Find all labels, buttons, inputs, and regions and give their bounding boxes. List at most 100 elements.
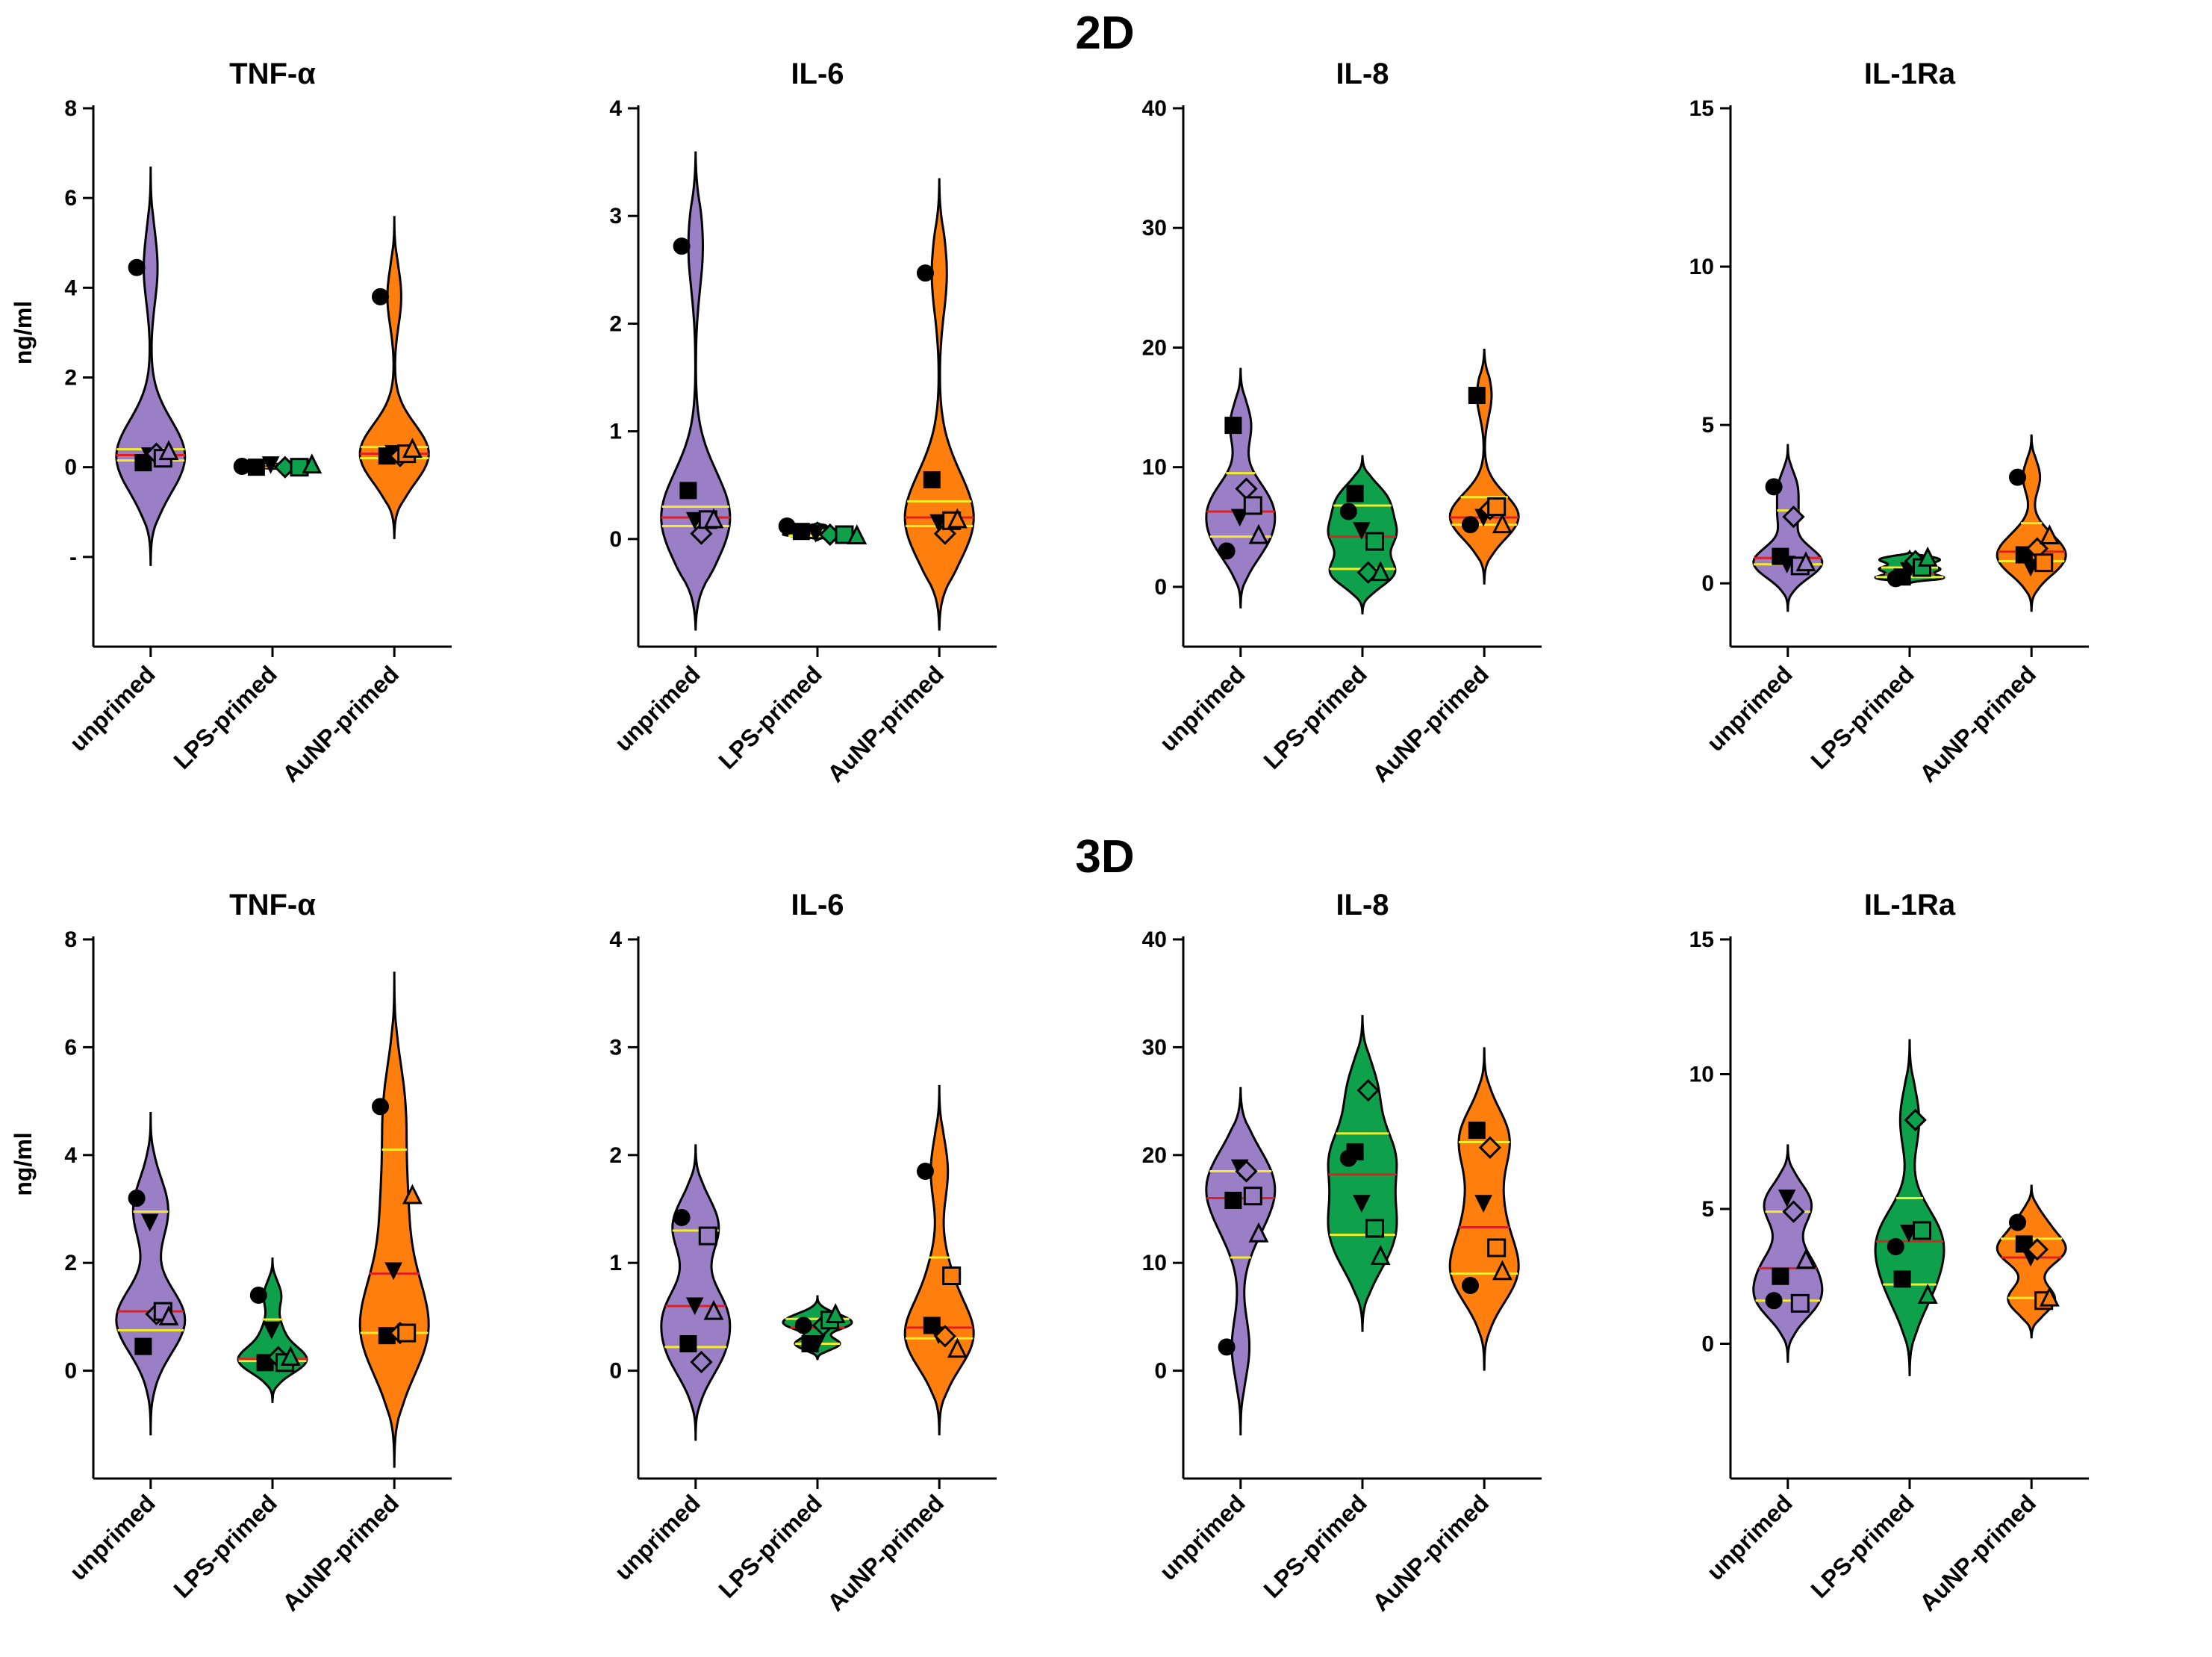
x-tick-label-aunp-primed: AuNP-primed [1914, 1489, 2041, 1616]
x-tick-label-unprimed: unprimed [1701, 660, 1798, 756]
panel-title: IL-8 [1336, 57, 1389, 90]
panel-title: IL-1Ra [1864, 889, 1956, 921]
data-point-triangle-open [1492, 1260, 1512, 1281]
violin-body-aunp-primed [903, 1084, 975, 1436]
section-title-3d: 3D [1075, 831, 1134, 883]
data-point-circle-filled [1765, 478, 1783, 496]
violin-lps-primed [233, 453, 323, 479]
y-tick-label: 8 [64, 927, 77, 952]
data-point-circle-filled [1218, 1338, 1236, 1356]
data-point-triangle-open [703, 1299, 724, 1320]
y-tick-label: 6 [64, 186, 77, 211]
violin-body-aunp-primed [358, 971, 430, 1468]
violin-lps-primed [1874, 546, 1945, 588]
data-point-square-filled [679, 482, 697, 500]
data-point-triangle-open [2039, 1286, 2060, 1307]
y-tick-label: 40 [1142, 96, 1167, 121]
data-point-square-open [1243, 1187, 1262, 1206]
data-point-square-open [1487, 1238, 1507, 1257]
violin-aunp-primed [1996, 1184, 2067, 1339]
x-tick-label-unprimed: unprimed [609, 1489, 705, 1585]
data-point-triangle-open [1795, 551, 1816, 572]
data-point-triangle-open [947, 1337, 968, 1358]
x-tick-label-lps-primed: LPS-primed [169, 660, 282, 774]
y-tick-label: 0 [1701, 571, 1714, 596]
y-tick-label: 4 [64, 1143, 77, 1168]
data-point-square-open [1487, 497, 1507, 517]
data-point-diamond-open [1235, 1160, 1258, 1183]
data-point-circle-filled [794, 1316, 812, 1334]
data-point-triangle-open [402, 438, 423, 458]
data-point-square-open [942, 1266, 962, 1286]
data-point-square-open [698, 1226, 717, 1246]
y-tick-label: 2 [64, 366, 77, 391]
data-point-triangle-open [402, 1184, 423, 1204]
violin-lps-primed [782, 1295, 853, 1361]
data-point-circle-filled [917, 1162, 934, 1180]
violin-lps-primed [1874, 1039, 1945, 1376]
data-point-triangle-open [302, 453, 323, 474]
data-point-triangle-open [158, 1305, 179, 1325]
y-tick-label: 0 [609, 1359, 622, 1384]
y-tick-label: - [69, 545, 77, 570]
violin-body-aunp-primed [1448, 348, 1520, 585]
data-point-triangle-open [825, 1303, 846, 1324]
y-tick-label: 10 [1689, 1063, 1714, 1087]
data-point-square-open [2034, 553, 2054, 573]
y-tick-label: 8 [64, 96, 77, 121]
x-tick-label-aunp-primed: AuNP-primed [1367, 660, 1494, 787]
x-tick-label-unprimed: unprimed [1154, 1489, 1250, 1585]
data-point-diamond-open [1904, 1108, 1927, 1131]
panel-3d-il-1ra: IL-1Ra 0 5 10 15 unprimed LPS-primedAuNP-prime… [1689, 889, 2089, 1617]
data-point-circle-filled [1765, 1292, 1783, 1310]
data-point-triangle-open [280, 1346, 301, 1367]
y-tick-label: 4 [609, 96, 622, 121]
y-tick-label: 20 [1142, 1143, 1167, 1168]
x-tick-label-aunp-primed: AuNP-primed [1914, 660, 2041, 787]
y-tick-label: 15 [1689, 96, 1714, 121]
data-point-square-filled [134, 1337, 152, 1355]
data-point-square-filled [1224, 1191, 1242, 1209]
data-point-diamond-open [1356, 1079, 1380, 1102]
x-tick-label-lps-primed: LPS-primed [1259, 660, 1372, 774]
violin-body-unprimed [1752, 1144, 1824, 1363]
data-point-circle-filled [778, 517, 796, 535]
data-point-triangle-down-filled [806, 525, 825, 543]
data-point-triangle-open [2039, 524, 2060, 545]
violin-unprimed [1205, 367, 1277, 609]
data-point-triangle-open [1917, 1284, 1938, 1305]
y-tick-label: 15 [1689, 927, 1714, 952]
x-tick-label-lps-primed: LPS-primed [1259, 1489, 1372, 1602]
violin-aunp-primed [1996, 434, 2067, 612]
x-tick-label-unprimed: unprimed [609, 660, 705, 756]
x-tick-label-lps-primed: LPS-primed [714, 660, 827, 774]
data-point-square-filled [247, 458, 265, 476]
data-point-circle-filled [249, 1287, 267, 1305]
violin-aunp-primed [903, 1084, 975, 1436]
data-point-circle-filled [1462, 1277, 1479, 1295]
y-tick-label: 0 [1154, 1359, 1167, 1384]
y-tick-label: 30 [1142, 1035, 1167, 1060]
data-point-triangle-open [1492, 513, 1512, 534]
panel-title: IL-6 [791, 57, 844, 90]
data-point-circle-filled [128, 1190, 146, 1207]
violin-aunp-primed [1448, 348, 1520, 585]
data-point-diamond-open [2025, 1238, 2049, 1261]
x-tick-label-aunp-primed: AuNP-primed [1367, 1489, 1494, 1616]
data-point-triangle-down-filled [1353, 522, 1371, 540]
data-point-triangle-down-filled [1474, 1195, 1492, 1213]
violin-body-unprimed [660, 151, 732, 631]
violin-aunp-primed [358, 971, 430, 1468]
data-point-triangle-open [1917, 546, 1938, 567]
data-point-square-open [1365, 532, 1384, 551]
violin-lps-primed [1327, 455, 1398, 615]
violin-unprimed [1752, 444, 1824, 612]
y-tick-label: 3 [609, 1035, 622, 1060]
y-axis-label: ng/ml [10, 1132, 37, 1196]
data-point-circle-filled [372, 1098, 389, 1116]
section-title-2d: 2D [1075, 7, 1134, 59]
y-tick-label: 0 [64, 456, 77, 480]
violin-unprimed [115, 167, 187, 566]
